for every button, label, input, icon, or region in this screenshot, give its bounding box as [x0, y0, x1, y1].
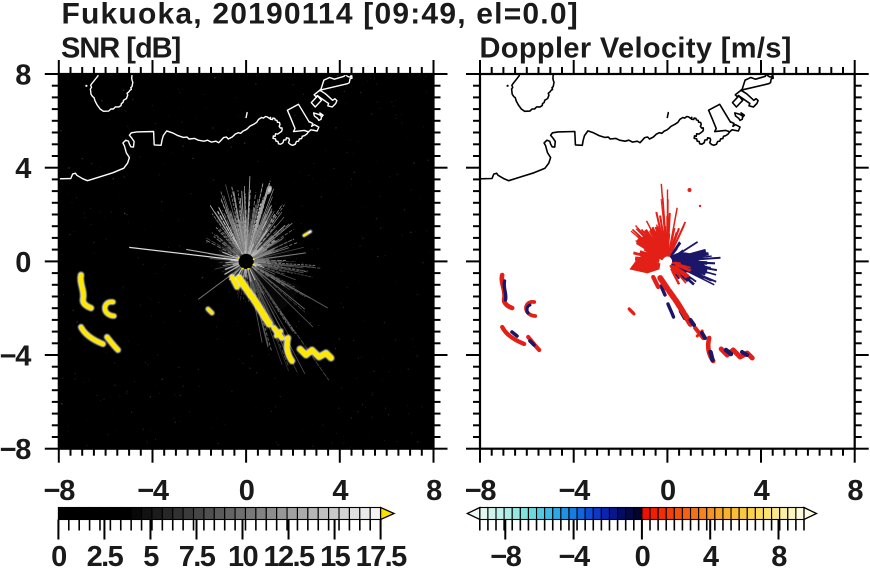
svg-text:8: 8 [426, 475, 442, 507]
svg-text:Fukuoka, 20190114 [09:49, el=0: Fukuoka, 20190114 [09:49, el=0.0] [62, 0, 579, 31]
svg-text:0: 0 [660, 475, 675, 507]
svg-text:4: 4 [15, 153, 31, 185]
svg-text:−4: −4 [559, 475, 591, 507]
svg-text:0: 0 [15, 247, 30, 279]
svg-text:−4: −4 [559, 541, 590, 570]
svg-text:SNR [dB]: SNR [dB] [61, 33, 181, 65]
svg-text:−4: −4 [0, 341, 31, 373]
svg-text:10: 10 [228, 541, 258, 570]
svg-text:4: 4 [703, 541, 719, 570]
svg-text:8: 8 [847, 475, 863, 507]
svg-text:0: 0 [635, 541, 650, 570]
svg-text:4: 4 [332, 475, 348, 507]
svg-text:15: 15 [320, 541, 351, 570]
svg-text:0: 0 [239, 475, 254, 507]
svg-text:12.5: 12.5 [263, 541, 315, 570]
svg-text:2.5: 2.5 [87, 541, 124, 570]
svg-text:8: 8 [15, 60, 31, 92]
svg-text:0: 0 [51, 541, 66, 570]
svg-text:−8: −8 [465, 475, 497, 507]
svg-text:−8: −8 [44, 475, 76, 507]
svg-text:4: 4 [754, 475, 770, 507]
svg-text:5: 5 [143, 541, 159, 570]
svg-text:−8: −8 [490, 541, 521, 570]
svg-text:−4: −4 [137, 475, 169, 507]
svg-text:17.5: 17.5 [356, 541, 408, 570]
svg-text:7.5: 7.5 [179, 541, 216, 570]
svg-text:−8: −8 [0, 434, 31, 466]
svg-text:Doppler Velocity [m/s]: Doppler Velocity [m/s] [480, 33, 792, 65]
svg-text:8: 8 [771, 541, 787, 570]
